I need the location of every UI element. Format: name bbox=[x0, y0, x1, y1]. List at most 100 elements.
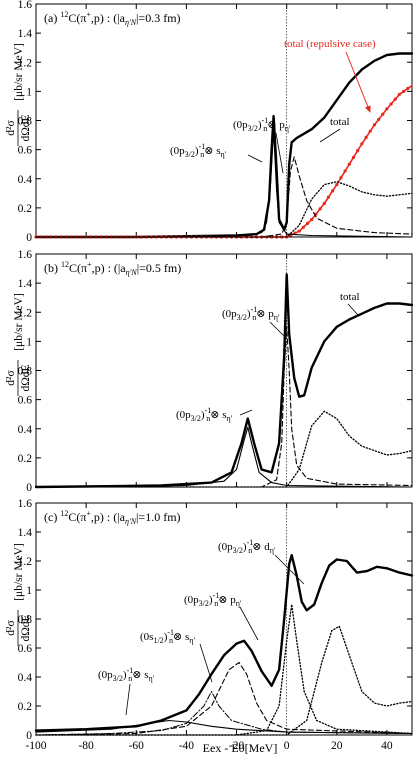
series-point bbox=[356, 148, 360, 153]
series-point bbox=[347, 162, 351, 166]
curve-annotations: (0p3/2)-1 n⊗ dη′ (0p3/2)-1 n⊗ pη′ (0s1/2)-… bbox=[98, 538, 305, 716]
ylabel-denominator: dΩdE bbox=[20, 364, 32, 391]
series-point bbox=[297, 229, 301, 233]
series-point bbox=[305, 221, 310, 226]
series-point bbox=[393, 97, 397, 101]
y-tick-label: 1.2 bbox=[18, 556, 33, 568]
svg-text:(c) 12C(π+,p) : (|aη′N|=1.0 fm: (c) 12C(π+,p) : (|aη′N|=1.0 fm) bbox=[44, 509, 181, 526]
series-point bbox=[293, 231, 297, 235]
series-point bbox=[301, 225, 305, 229]
series-point bbox=[310, 217, 314, 222]
ylabel-denominator: dΩdE bbox=[20, 114, 32, 141]
svg-text:total: total bbox=[340, 291, 360, 303]
series-point bbox=[360, 142, 364, 146]
series-point bbox=[402, 89, 406, 93]
y-tick-label: 1 bbox=[26, 86, 32, 98]
y-axis-title-b: d²σ dΩdE [μb/sr MeV] bbox=[5, 293, 32, 396]
svg-text:(0p3/2)-1n⊗ sη′: (0p3/2)-1 n⊗ sη′ bbox=[176, 406, 233, 423]
x-tick-label: -100 bbox=[25, 740, 46, 752]
series-line bbox=[35, 719, 413, 735]
series-line bbox=[35, 625, 413, 736]
y-tick-label: 1 bbox=[26, 336, 32, 348]
svg-text:total: total bbox=[330, 116, 350, 128]
y-tick-label: 1.4 bbox=[18, 278, 33, 290]
plot-area: 0 0.2 0.4 0.6 0.8 1 1.2 1.4 1.6 bbox=[18, 0, 414, 244]
series-point bbox=[318, 207, 322, 211]
series-line bbox=[35, 691, 413, 736]
panel-title: (b) 12C(π+,p) : (|aη′N|=0.5 fm) bbox=[44, 260, 181, 277]
x-tick-label: -60 bbox=[129, 740, 145, 752]
x-tick-label: -80 bbox=[78, 740, 94, 752]
y-tick-label: 0 bbox=[26, 482, 32, 494]
series-point bbox=[335, 182, 339, 187]
series-point bbox=[343, 169, 347, 173]
svg-text:(0p3/2)-1n⊗ pη′: (0p3/2)-1 n⊗ pη′ bbox=[222, 305, 280, 322]
panel-c: (c) 12C(π+,p) : (|aη′N|=1.0 fm) 00.20.40… bbox=[18, 498, 414, 755]
series-point bbox=[331, 189, 335, 193]
y-tick-label: 1 bbox=[26, 585, 32, 597]
series-point bbox=[381, 112, 385, 116]
series-point bbox=[351, 155, 356, 159]
svg-text:(0p3/2)-1n⊗ dη′: (0p3/2)-1 n⊗ dη′ bbox=[218, 538, 276, 555]
y-axis-title-c: d²σ dΩdE [μb/sr MeV] bbox=[5, 543, 32, 646]
series-point bbox=[406, 86, 410, 91]
ylabel-denominator: dΩdE bbox=[20, 614, 32, 641]
svg-text:(0s1/2)-1n⊗ sη′: (0s1/2)-1 n⊗ sη′ bbox=[140, 628, 195, 645]
series-line bbox=[34, 273, 414, 489]
x-tick-label: 40 bbox=[381, 740, 393, 752]
y-tick-label: 0.2 bbox=[18, 203, 33, 215]
y-tick-label: 0.8 bbox=[18, 116, 33, 128]
series-point bbox=[368, 129, 372, 133]
series-point bbox=[389, 102, 393, 106]
svg-text:total (repulsive case): total (repulsive case) bbox=[284, 38, 376, 50]
y-tick-label: 0.6 bbox=[18, 145, 33, 157]
y-tick-label: 0.6 bbox=[18, 643, 33, 655]
x-tick-label: -40 bbox=[179, 740, 195, 752]
series-point bbox=[397, 92, 402, 96]
ylabel-numerator: d²σ bbox=[5, 120, 17, 136]
series-point bbox=[376, 117, 381, 122]
panel-b: (b) 12C(π+,p) : (|aη′N|=0.5 fm) 00.20.40… bbox=[18, 249, 414, 494]
y-tick-label: 0.8 bbox=[18, 366, 33, 378]
panel-title: (a) 12C(π+,p) : (|aη′N|=0.3 fm) bbox=[44, 10, 181, 27]
y-tick-label: 1.6 bbox=[18, 249, 33, 261]
series-line bbox=[35, 410, 413, 488]
y-tick-label: 0.2 bbox=[18, 453, 33, 465]
curve-annotations: (0p3/2)-1 n⊗ pη′ (0p3/2)-1 n⊗ sη′ total to… bbox=[170, 38, 376, 174]
series-point bbox=[280, 235, 284, 239]
x-tick-label: -20 bbox=[229, 740, 245, 752]
plot-frame bbox=[35, 253, 413, 488]
series-point bbox=[385, 107, 389, 111]
y-tick-label: 0 bbox=[26, 730, 32, 742]
y-tick-label: 1.2 bbox=[18, 307, 33, 319]
series-line bbox=[35, 156, 413, 238]
y-tick-label: 0.4 bbox=[18, 174, 33, 186]
series-line bbox=[35, 130, 413, 238]
series-line bbox=[34, 52, 414, 239]
svg-text:(b) 12C(π+,p) : (|aη′N|=0.5 fm: (b) 12C(π+,p) : (|aη′N|=0.5 fm) bbox=[44, 260, 181, 277]
y-tick-label: 1.2 bbox=[18, 57, 33, 69]
y-tick-label: 0.6 bbox=[18, 395, 33, 407]
y-tick-label: 0.4 bbox=[18, 672, 33, 684]
series-point bbox=[339, 176, 343, 180]
series-line bbox=[35, 326, 413, 488]
panel-title: (c) 12C(π+,p) : (|aη′N|=1.0 fm) bbox=[44, 509, 181, 526]
svg-text:(0p3/2)-1n⊗ sη′: (0p3/2)-1 n⊗ sη′ bbox=[98, 666, 155, 683]
series-point bbox=[326, 195, 331, 199]
series-line bbox=[35, 661, 413, 736]
series-point bbox=[372, 123, 376, 127]
svg-text:(0p3/2)-1n⊗ sη′: (0p3/2)-1 n⊗ sη′ bbox=[170, 142, 227, 159]
series-line bbox=[35, 84, 413, 238]
ylabel-numerator: d²σ bbox=[5, 620, 17, 636]
series-line bbox=[35, 181, 413, 238]
y-tick-label: 0 bbox=[26, 232, 32, 244]
y-tick-label: 1.6 bbox=[18, 498, 33, 510]
y-tick-label: 0.8 bbox=[18, 614, 33, 626]
y-axis-title-a: d²σ dΩdE [μb/sr MeV] bbox=[5, 43, 32, 146]
plot-area: 0 0.2 0.4 0.6 0.8 1 1.2 1.4 1.6 bbox=[18, 249, 414, 494]
x-axis-title: Eex - E0[MeV] bbox=[203, 741, 278, 755]
plot-area: 0 0.2 0.4 0.6 0.8 1 1.2 1.4 1.6 -100 -80 -60 -40 -20 0… bbox=[18, 498, 414, 752]
ylabel-unit: [μb/sr MeV] bbox=[13, 293, 25, 351]
ylabel-unit: [μb/sr MeV] bbox=[13, 43, 25, 101]
